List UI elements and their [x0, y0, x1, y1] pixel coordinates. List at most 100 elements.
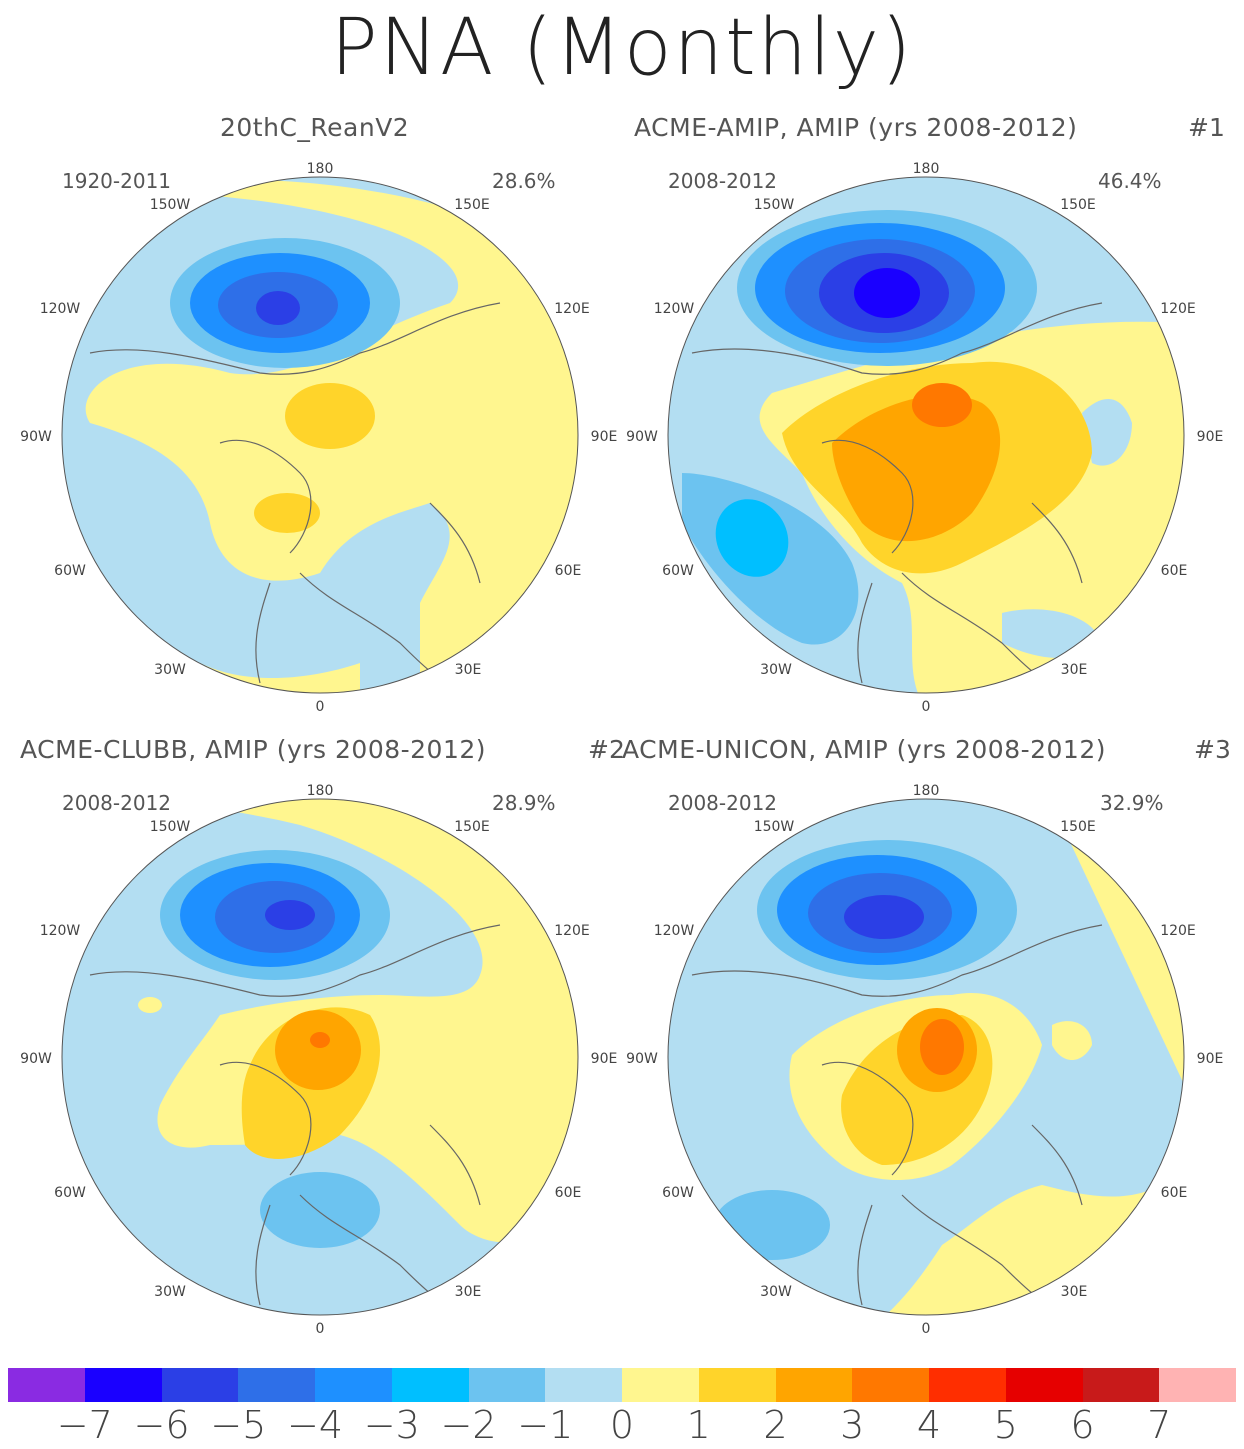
- map-panel-3: ACME-CLUBB, AMIP (yrs 2008-2012) #2 2008…: [0, 735, 625, 1355]
- colorbar-swatch: [1005, 1368, 1083, 1402]
- year-range: 2008-2012: [668, 169, 778, 193]
- lon-label: 120E: [1160, 923, 1196, 939]
- lon-label: 30E: [455, 662, 482, 678]
- panel-title: 20thC_ReanV2: [220, 113, 410, 142]
- lon-label: 120E: [1160, 301, 1196, 317]
- lon-label: 180: [307, 783, 334, 799]
- year-range: 2008-2012: [62, 791, 172, 815]
- colorbar-label: −5: [210, 1403, 267, 1447]
- colorbar-label: −4: [286, 1403, 344, 1447]
- year-range: 1920-2011: [62, 169, 172, 193]
- colorbar-swatch: [468, 1368, 546, 1402]
- lon-label: 150E: [454, 819, 490, 835]
- colorbar-swatch: [84, 1368, 162, 1402]
- lon-label: 90E: [1197, 1051, 1224, 1067]
- lon-label: 150E: [1060, 819, 1096, 835]
- colorbar-swatch: [698, 1368, 776, 1402]
- lon-label: 90W: [626, 1051, 658, 1067]
- map-panel-4: ACME-UNICON, AMIP (yrs 2008-2012) #3 200…: [622, 735, 1244, 1355]
- panel-number: #2: [588, 735, 625, 764]
- map-panel-1: 20thC_ReanV2 1920-2011 28.6% 180 0 150W …: [0, 113, 622, 733]
- polar-map: 180 0 150W 150E 120W 120E 90W 90E 60W 60…: [20, 783, 618, 1337]
- lon-label: 120E: [554, 301, 590, 317]
- colorbar-label: −2: [440, 1403, 497, 1447]
- lon-label: 30E: [1061, 1284, 1088, 1300]
- colorbar-swatch: [8, 1368, 85, 1402]
- colorbar-swatch: [1082, 1368, 1160, 1402]
- colorbar-swatch: [315, 1368, 392, 1402]
- colorbar-label: 1: [686, 1403, 711, 1447]
- lon-label: 150E: [1060, 197, 1096, 213]
- lon-label: 60E: [555, 563, 582, 579]
- lon-label: 90W: [626, 429, 658, 445]
- lon-label: 60W: [662, 563, 694, 579]
- colorbar-swatch: [929, 1368, 1006, 1402]
- colorbar-swatch: [238, 1368, 315, 1402]
- explained-variance: 28.9%: [492, 791, 556, 815]
- lon-label: 60W: [662, 1185, 694, 1201]
- explained-variance: 46.4%: [1098, 169, 1162, 193]
- lon-label: 150W: [150, 819, 191, 835]
- lon-label: 0: [922, 699, 931, 715]
- panel-number: #3: [1194, 735, 1231, 764]
- panel-title: ACME-AMIP, AMIP (yrs 2008-2012): [634, 113, 1078, 142]
- colorbar-swatch: [1159, 1368, 1236, 1402]
- panel-title: ACME-UNICON, AMIP (yrs 2008-2012): [622, 735, 1106, 764]
- lon-label: 150W: [150, 197, 191, 213]
- colorbar-label: 0: [609, 1403, 635, 1447]
- lon-label: 150E: [454, 197, 490, 213]
- lon-label: 30W: [760, 662, 792, 678]
- colorbar-label: 2: [763, 1403, 788, 1447]
- map-panel-2: ACME-AMIP, AMIP (yrs 2008-2012) #1 2008-…: [622, 113, 1244, 733]
- lon-label: 60W: [54, 563, 86, 579]
- lon-label: 0: [922, 1321, 931, 1337]
- lon-label: 60E: [1161, 1185, 1188, 1201]
- lon-label: 30W: [760, 1284, 792, 1300]
- explained-variance: 32.9%: [1100, 791, 1164, 815]
- colorbar-label: −6: [133, 1403, 190, 1447]
- colorbar-label: −1: [517, 1403, 574, 1447]
- colorbar-swatch: [622, 1368, 699, 1402]
- lon-label: 180: [913, 161, 940, 177]
- lon-label: 90W: [20, 429, 52, 445]
- panel-title: ACME-CLUBB, AMIP (yrs 2008-2012): [20, 735, 487, 764]
- colorbar-label: 7: [1147, 1403, 1172, 1447]
- lon-label: 30E: [455, 1284, 482, 1300]
- lon-label: 0: [316, 1321, 325, 1337]
- colorbar-label: −3: [363, 1403, 420, 1447]
- lon-label: 90E: [591, 429, 618, 445]
- colorbar-labels: −7 −6 −5 −4 −3 −2 −1 0 1 2 3 4 5 6 7: [8, 1403, 1236, 1449]
- polar-map: 180 0 150W 150E 120W 120E 90W 90E 60W 60…: [20, 161, 618, 715]
- lon-label: 60E: [1161, 563, 1188, 579]
- lon-label: 90E: [591, 1051, 618, 1067]
- lon-label: 120W: [40, 923, 81, 939]
- panel-number: #1: [1188, 113, 1225, 142]
- lon-label: 120E: [554, 923, 590, 939]
- colorbar-label: 3: [840, 1403, 865, 1447]
- colorbar-label: 4: [916, 1403, 942, 1447]
- lon-label: 150W: [754, 819, 795, 835]
- polar-map: 180 0 150W 150E 120W 120E 90W 90E 60W 60…: [626, 783, 1224, 1337]
- explained-variance: 28.6%: [492, 169, 556, 193]
- lon-label: 60W: [54, 1185, 86, 1201]
- lon-label: 120W: [654, 923, 695, 939]
- colorbar-swatch: [852, 1368, 929, 1402]
- lon-label: 120W: [654, 301, 695, 317]
- colorbar-swatch: [161, 1368, 239, 1402]
- lon-label: 180: [307, 161, 334, 177]
- lon-label: 30W: [154, 662, 186, 678]
- lon-label: 180: [913, 783, 940, 799]
- lon-label: 60E: [555, 1185, 582, 1201]
- colorbar-swatch: [391, 1368, 469, 1402]
- colorbar-swatch: [775, 1368, 853, 1402]
- lon-label: 120W: [40, 301, 81, 317]
- lon-label: 90W: [20, 1051, 52, 1067]
- colorbar-label: 6: [1070, 1403, 1095, 1447]
- lon-label: 30W: [154, 1284, 186, 1300]
- colorbar-swatch: [545, 1368, 622, 1402]
- polar-map: 180 0 150W 150E 120W 120E 90W 90E 60W 60…: [626, 161, 1224, 715]
- colorbar-label: 5: [993, 1403, 1018, 1447]
- year-range: 2008-2012: [668, 791, 778, 815]
- colorbar: [8, 1368, 1236, 1402]
- lon-label: 90E: [1197, 429, 1224, 445]
